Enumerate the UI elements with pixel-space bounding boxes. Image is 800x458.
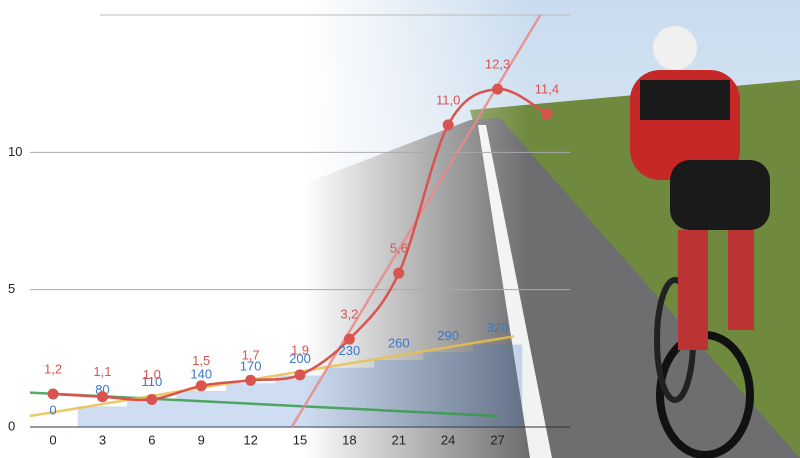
power-label: 0 xyxy=(49,402,56,417)
x-tick-label: 24 xyxy=(441,432,455,447)
trend-line xyxy=(29,335,515,418)
lactate-point xyxy=(96,391,108,403)
power-label: 260 xyxy=(388,335,410,350)
y-tick-label: 0 xyxy=(8,418,15,433)
x-tick-label: 3 xyxy=(99,432,106,447)
power-step xyxy=(472,344,523,427)
lactate-point xyxy=(47,388,59,400)
lactate-label: 11,4 xyxy=(535,81,559,96)
lactate-label: 1,9 xyxy=(291,342,309,357)
power-label: 290 xyxy=(437,328,459,343)
x-tick-label: 6 xyxy=(148,432,155,447)
power-label: 140 xyxy=(190,366,212,381)
power-step xyxy=(324,367,375,427)
x-tick-label: 27 xyxy=(490,432,504,447)
power-label: 110 xyxy=(141,374,162,389)
lactate-label: 12,3 xyxy=(485,57,510,72)
power-label: 320 xyxy=(487,320,509,335)
lactate-point xyxy=(343,333,355,345)
lactate-label: 1,7 xyxy=(242,348,260,363)
power-label: 200 xyxy=(289,351,311,366)
x-tick-label: 15 xyxy=(293,432,307,447)
lactate-label: 1,0 xyxy=(143,367,161,382)
lactate-point xyxy=(195,380,207,392)
y-tick-label: 10 xyxy=(8,144,22,159)
lactate-point xyxy=(442,119,454,131)
lactate-label: 3,2 xyxy=(340,307,358,322)
power-step xyxy=(176,390,226,427)
lactate-label: 1,5 xyxy=(192,353,210,368)
x-tick-label: 0 xyxy=(49,432,56,447)
lactate-label: 1,2 xyxy=(44,361,62,376)
x-tick-label: 21 xyxy=(392,432,406,447)
lactate-point xyxy=(294,369,306,381)
lactate-point xyxy=(393,267,405,279)
power-step xyxy=(77,406,128,427)
y-tick-label: 5 xyxy=(8,281,15,296)
lactate-point xyxy=(245,374,257,386)
lactate-label: 11,0 xyxy=(436,92,460,107)
x-tick-label: 18 xyxy=(342,432,356,447)
x-tick-label: 9 xyxy=(198,432,205,447)
lactate-point xyxy=(146,394,158,406)
lactate-label: 5,6 xyxy=(390,241,408,256)
lactate-point xyxy=(541,108,553,120)
power-step xyxy=(423,352,473,427)
lactate-line xyxy=(52,87,548,402)
lactate-point xyxy=(492,83,504,95)
lactate-label: 1,1 xyxy=(93,364,111,379)
power-label: 170 xyxy=(240,359,262,374)
power-step xyxy=(374,360,424,427)
x-tick-label: 12 xyxy=(243,432,257,447)
power-label: 230 xyxy=(339,343,361,358)
